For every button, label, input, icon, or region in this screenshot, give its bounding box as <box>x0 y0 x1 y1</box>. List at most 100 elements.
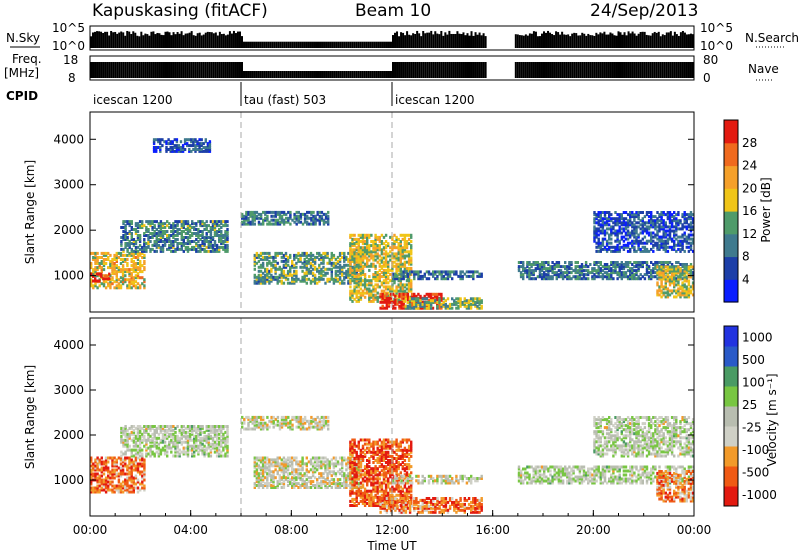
echo-cell <box>126 429 128 432</box>
echo-cell <box>92 487 94 490</box>
echo-cell <box>183 250 185 253</box>
echo-cell <box>356 265 358 268</box>
echo-cell <box>131 286 133 289</box>
freq-mark <box>146 62 148 78</box>
echo-cell <box>533 269 535 272</box>
freq-mark <box>285 71 287 78</box>
echo-cell <box>222 224 224 227</box>
echo-cell <box>131 232 133 235</box>
echo-cell <box>170 250 172 253</box>
echo-cell <box>306 221 308 224</box>
freq-mark <box>243 71 245 78</box>
echo-cell <box>205 146 207 149</box>
echo-cell <box>131 431 133 434</box>
echo-cell <box>382 301 384 304</box>
echo-cell <box>604 275 606 278</box>
echo-cell <box>528 261 530 264</box>
echo-cell <box>302 223 304 226</box>
freq-mark <box>307 71 309 78</box>
echo-cell <box>199 220 201 223</box>
echo-cell <box>688 246 690 249</box>
nsky-mark <box>396 31 398 48</box>
echo-cell <box>595 213 597 216</box>
echo-cell <box>120 268 122 271</box>
echo-cell <box>434 270 436 273</box>
echo-cell <box>387 275 389 278</box>
freq-mark <box>579 62 581 78</box>
freq-mark <box>406 62 408 78</box>
nsky-mark <box>287 42 289 48</box>
nsky-mark <box>118 33 120 48</box>
echo-cell <box>673 230 675 233</box>
echo-cell <box>395 285 397 288</box>
nsky-mark <box>309 42 311 48</box>
echo-cell <box>631 221 633 224</box>
echo-cell <box>366 257 368 260</box>
echo-cell <box>210 220 212 223</box>
freq-mark <box>386 71 388 78</box>
freq-mark <box>245 71 247 78</box>
echo-cell <box>141 487 143 490</box>
freq-mark <box>311 71 313 78</box>
echo-cell <box>297 252 299 255</box>
echo-cell <box>185 228 187 231</box>
freq-mark <box>374 71 376 78</box>
echo-cell <box>145 220 147 223</box>
echo-cell <box>648 271 650 274</box>
echo-cell <box>162 222 164 225</box>
echo-cell <box>449 270 451 273</box>
freq-mark <box>460 62 462 78</box>
nsky-mark <box>273 42 275 48</box>
echo-cell <box>405 270 407 273</box>
echo-cell <box>608 273 610 276</box>
echo-cell <box>426 277 428 280</box>
echo-cell <box>208 230 210 233</box>
echo-cell <box>646 261 648 264</box>
nsky-mark <box>591 35 593 48</box>
echo-cell <box>671 213 673 216</box>
nsky-mark <box>432 34 434 48</box>
echo-cell <box>688 287 690 290</box>
freq-mark <box>334 71 336 78</box>
echo-cell <box>600 223 602 226</box>
echo-cell <box>669 261 671 264</box>
echo-cell <box>575 265 577 268</box>
echo-cell <box>270 262 272 265</box>
echo-cell <box>690 285 692 288</box>
echo-cell <box>577 275 579 278</box>
freq-mark <box>189 62 191 78</box>
nsky-mark <box>195 36 197 48</box>
echo-cell <box>621 221 623 224</box>
echo-cell <box>131 459 133 462</box>
echo-cell <box>673 289 675 292</box>
echo-cell <box>434 293 436 296</box>
echo-cell <box>120 467 122 470</box>
echo-cell <box>451 277 453 280</box>
echo-cell <box>172 250 174 253</box>
freq-mark <box>309 71 311 78</box>
echo-cell <box>287 264 289 267</box>
echo-cell <box>176 242 178 245</box>
echo-cell <box>214 240 216 243</box>
echo-cell <box>302 213 304 216</box>
echo-cell <box>621 213 623 216</box>
echo-cell <box>111 489 113 492</box>
echo-cell <box>353 271 355 274</box>
echo-cell <box>283 219 285 222</box>
echo-cell <box>203 248 205 251</box>
nsky-mark <box>177 32 179 48</box>
nsky-mark <box>362 42 364 48</box>
echo-cell <box>614 211 616 214</box>
nsky-mark <box>336 42 338 48</box>
echo-cell <box>135 274 137 277</box>
echo-cell <box>627 242 629 245</box>
freq-mark <box>553 62 555 78</box>
echo-cell <box>101 479 103 482</box>
echo-cell <box>408 267 410 270</box>
colorbar-tick-label: 20 <box>742 181 757 195</box>
freq-mark <box>666 62 668 78</box>
echo-cell <box>660 295 662 298</box>
echo-cell <box>179 248 181 251</box>
freq-mark <box>144 62 146 78</box>
echo-cell <box>289 211 291 214</box>
